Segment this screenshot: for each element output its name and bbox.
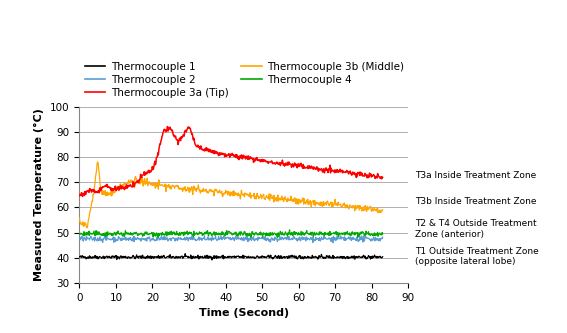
- X-axis label: Time (Second): Time (Second): [199, 308, 289, 318]
- Text: T3b Inside Treatment Zone: T3b Inside Treatment Zone: [415, 196, 537, 205]
- Text: T1 Outside Treatment Zone
(opposite lateral lobe): T1 Outside Treatment Zone (opposite late…: [415, 247, 539, 266]
- Y-axis label: Measured Temperature (°C): Measured Temperature (°C): [35, 108, 44, 281]
- Legend: Thermocouple 1, Thermocouple 2, Thermocouple 3a (Tip), Thermocouple 3b (Middle),: Thermocouple 1, Thermocouple 2, Thermoco…: [84, 62, 404, 98]
- Text: T2 & T4 Outside Treatment
Zone (anterior): T2 & T4 Outside Treatment Zone (anterior…: [415, 219, 537, 238]
- Text: T3a Inside Treatment Zone: T3a Inside Treatment Zone: [415, 171, 536, 180]
